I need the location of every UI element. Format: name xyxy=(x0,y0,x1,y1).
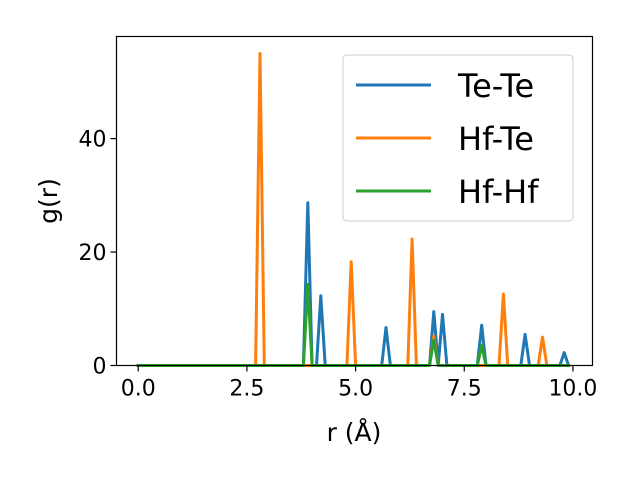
y-tick-label: 0 xyxy=(93,355,107,380)
x-tick-label: 2.5 xyxy=(229,377,264,402)
x-tick-label: 10.0 xyxy=(548,377,597,402)
y-tick-label: 20 xyxy=(79,241,107,266)
legend-label-te-te: Te-Te xyxy=(457,67,534,105)
legend-label-hf-hf: Hf-Hf xyxy=(458,173,539,211)
legend-label-hf-te: Hf-Te xyxy=(458,120,534,158)
x-tick-label: 5.0 xyxy=(338,377,373,402)
plot-area-frame xyxy=(115,35,594,367)
y-axis-ticks: 0 20 40 xyxy=(79,128,117,380)
series-line-hf-hf xyxy=(136,282,571,367)
legend-frame xyxy=(342,54,574,222)
y-axis-label: g(r) xyxy=(34,178,63,224)
y-tick-label: 40 xyxy=(79,128,107,153)
x-tick-label: 7.5 xyxy=(447,377,482,402)
x-axis-label: r (Å) xyxy=(327,418,382,447)
x-tick-label: 0.0 xyxy=(121,377,156,402)
x-axis-ticks: 0.0 2.5 5.0 7.5 10.0 xyxy=(121,365,597,402)
legend: Te-Te Hf-Te Hf-Hf xyxy=(342,54,574,222)
